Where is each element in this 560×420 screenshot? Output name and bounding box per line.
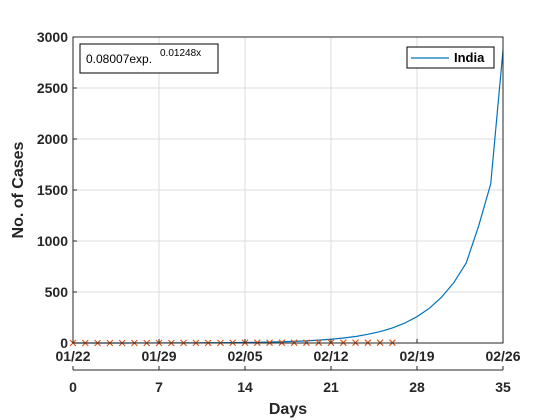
y-tick-label: 500 xyxy=(45,284,69,300)
date-tick-label: 01/29 xyxy=(141,348,176,364)
day-tick-label: 0 xyxy=(69,379,77,395)
y-tick-label: 1000 xyxy=(37,233,68,249)
day-tick-label: 21 xyxy=(323,379,339,395)
y-tick-label: 1500 xyxy=(37,182,68,198)
day-tick-label: 7 xyxy=(155,379,163,395)
y-tick-label: 2500 xyxy=(37,80,68,96)
fit-annotation-base: 0.08007exp. xyxy=(86,52,152,66)
y-tick-label: 3000 xyxy=(37,29,68,45)
day-tick-label: 28 xyxy=(409,379,425,395)
day-tick-label: 35 xyxy=(495,379,511,395)
date-tick-label: 02/05 xyxy=(227,348,262,364)
y-axis-title: No. of Cases xyxy=(10,141,27,238)
y-axis-ticks: 0 500 1000 1500 2000 2500 3000 xyxy=(37,29,77,351)
fit-annotation-exponent: 0.01248x xyxy=(160,48,201,59)
date-tick-label: 01/22 xyxy=(55,348,90,364)
legend: India xyxy=(406,46,495,69)
day-axis-ticks: 0 7 14 21 28 35 xyxy=(69,366,511,395)
fit-annotation-box xyxy=(79,43,219,74)
date-tick-label: 02/19 xyxy=(399,348,434,364)
day-tick-label: 14 xyxy=(237,379,253,395)
date-tick-label: 02/12 xyxy=(313,348,348,364)
y-tick-label: 2000 xyxy=(37,131,68,147)
date-axis-ticks: 01/22 01/29 02/05 02/12 02/19 02/26 xyxy=(55,339,521,364)
legend-label-india: India xyxy=(454,50,485,65)
date-tick-label: 02/26 xyxy=(485,348,520,364)
y-tick-label: 0 xyxy=(60,335,68,351)
x-axis-title: Days xyxy=(269,401,307,418)
fit-annotation: 0.08007exp. 0.01248x xyxy=(79,43,219,74)
legend-box xyxy=(406,46,495,69)
